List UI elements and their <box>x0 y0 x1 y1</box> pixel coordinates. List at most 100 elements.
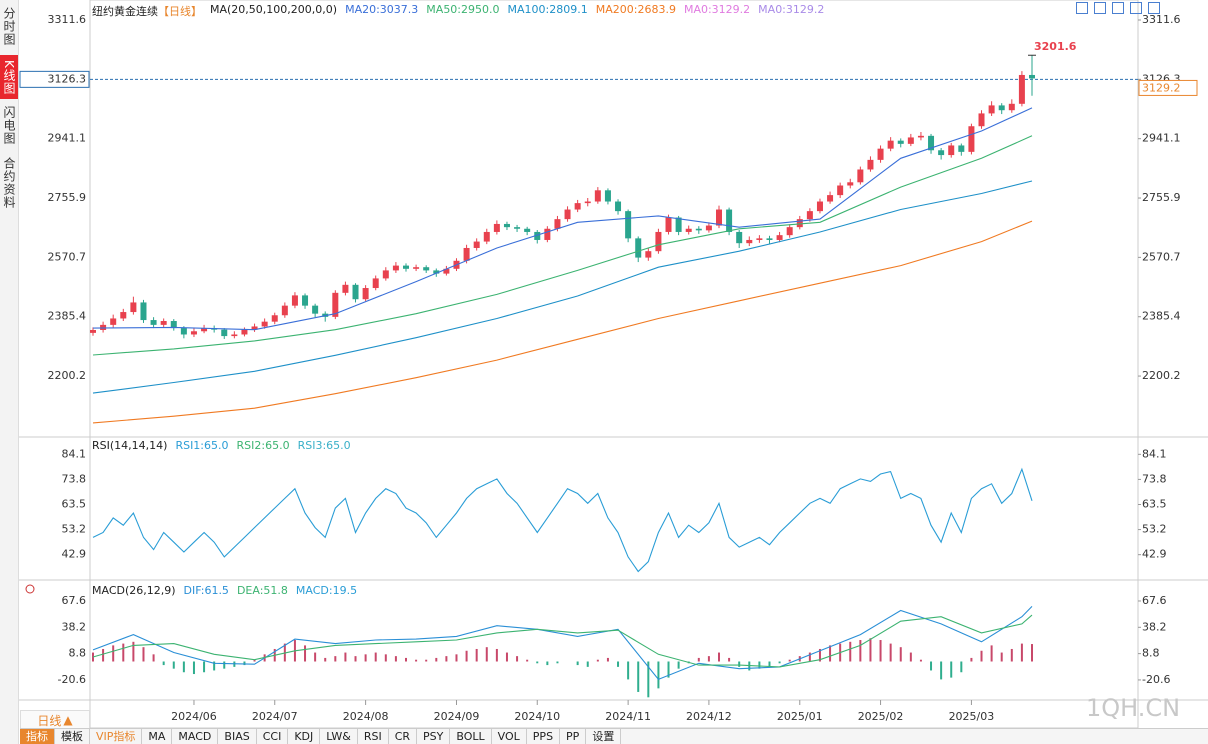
x-tick-label: 2025/02 <box>858 710 904 723</box>
candle-body <box>362 288 369 300</box>
toolbar-item[interactable]: 模板 <box>55 729 90 744</box>
x-tick-label: 2024/06 <box>171 710 217 723</box>
high-label: 3201.6 <box>1034 40 1077 53</box>
candle-body <box>130 302 137 313</box>
y-tick-label: 2570.7 <box>1142 250 1181 263</box>
candle-body <box>493 223 500 232</box>
candle-body <box>403 265 409 269</box>
y-tick-label: 84.1 <box>62 447 87 460</box>
y-tick-label: 38.2 <box>62 620 87 633</box>
candle-body <box>867 159 874 170</box>
y-tick-label: 2941.1 <box>1142 132 1181 145</box>
candle-body <box>473 241 480 248</box>
toolbar-item[interactable]: PP <box>560 729 587 744</box>
candle-body <box>281 305 288 316</box>
toolbar-item[interactable]: VOL <box>492 729 527 744</box>
toolbar-item[interactable]: BIAS <box>218 729 257 744</box>
y-tick-label: 2200.2 <box>48 369 87 382</box>
toolbar-item[interactable]: 指标 <box>20 729 55 744</box>
candle-body <box>352 284 359 300</box>
y-tick-label: -20.6 <box>58 673 86 686</box>
macd-line <box>92 606 1033 681</box>
x-tick-label: 2025/01 <box>777 710 823 723</box>
toolbar-item[interactable]: BOLL <box>450 729 492 744</box>
macd-legend: MACD(26,12,9) DIF:61.5 DEA:51.8 MACD:19.5 <box>92 584 357 597</box>
candle-body <box>392 265 399 271</box>
candle-body <box>221 329 228 337</box>
y-tick-label: 53.2 <box>62 523 87 536</box>
candle-body <box>645 251 652 258</box>
candle-body <box>312 305 319 314</box>
candle-body <box>756 238 763 240</box>
candle-body <box>847 182 854 186</box>
legend-item: MA200:2683.9 <box>595 3 676 16</box>
left-tabs: 分时图 K线图闪电图合约资料 <box>0 0 19 744</box>
indicator: RSI(14,14,14) <box>92 439 168 452</box>
candle-body <box>635 238 642 258</box>
last-price-box <box>1138 79 1198 96</box>
side-tab[interactable]: 闪电图 <box>2 105 16 145</box>
toolbar-item[interactable]: LW& <box>320 729 358 744</box>
y-tick-label: 3311.6 <box>1142 13 1181 26</box>
y-tick-label: 2200.2 <box>1142 369 1181 382</box>
side-tab[interactable]: K线图 <box>0 55 18 99</box>
candle-body <box>100 324 107 330</box>
candle-body <box>564 209 571 220</box>
side-tab[interactable]: 分时图 <box>2 6 16 46</box>
toolbar-item[interactable]: MA <box>142 729 173 744</box>
legend-item: MACD:19.5 <box>295 584 358 597</box>
candle-body <box>726 209 733 232</box>
candle-body <box>423 267 430 271</box>
candle-body <box>241 329 248 335</box>
legend-item: MA0:3129.2 <box>683 3 751 16</box>
side-tab[interactable]: 合约资料 <box>2 157 16 209</box>
candle-body <box>806 211 813 220</box>
legend-item: MA50:2950.0 <box>426 3 500 16</box>
toolbar-item[interactable]: RSI <box>358 729 389 744</box>
candle-body <box>716 209 722 226</box>
candle-body <box>827 195 834 202</box>
candle-body <box>837 185 844 196</box>
toolbar-item[interactable]: PSY <box>417 729 451 744</box>
toolbar-icons[interactable] <box>1076 2 1160 14</box>
candle-body <box>1018 74 1025 104</box>
candle-body <box>907 137 914 144</box>
period-tab[interactable]: 日线 ▲ <box>20 710 90 730</box>
toolbar-item[interactable]: MACD <box>172 729 219 744</box>
candle-body <box>110 318 117 325</box>
candle-body <box>766 238 773 240</box>
y-tick-label: 2385.4 <box>1142 310 1181 323</box>
toolbar-item[interactable]: CCI <box>257 729 289 744</box>
y-tick-label: 2755.9 <box>1142 191 1181 204</box>
candle-body <box>786 227 793 236</box>
toolbar-item[interactable]: CR <box>389 729 418 744</box>
legend-item: RSI1:65.0 <box>175 439 229 452</box>
plot-frame <box>89 0 1139 729</box>
candle-body <box>796 219 803 228</box>
x-tick-label: 2024/10 <box>514 710 560 723</box>
watermark: 1QH.CN <box>1086 694 1181 722</box>
y-tick-label: 53.2 <box>1142 523 1167 536</box>
candle-body <box>968 126 975 152</box>
candle-body <box>978 113 985 127</box>
candle-body <box>665 217 672 232</box>
y-tick-label: 63.5 <box>1142 497 1167 510</box>
y-tick-label: 8.8 <box>1142 647 1160 660</box>
ma-line <box>92 135 1033 356</box>
y-tick-label: 2755.9 <box>48 191 87 204</box>
candle-body <box>120 312 127 319</box>
candle-body <box>554 219 561 229</box>
candle-body <box>615 201 622 212</box>
toolbar-item[interactable]: VIP指标 <box>90 729 143 744</box>
y-tick-label: 2570.7 <box>48 250 87 263</box>
candle-body <box>271 315 278 322</box>
candle-body <box>372 278 379 289</box>
macd-line <box>92 614 1033 668</box>
toolbar-item[interactable]: 设置 <box>586 729 622 744</box>
crosshair-label: 3126.3 <box>48 72 87 85</box>
x-tick-label: 2024/11 <box>605 710 651 723</box>
toolbar-item[interactable]: KDJ <box>288 729 321 744</box>
last-price-label: 3129.2 <box>1142 81 1181 94</box>
candle-body <box>695 228 702 231</box>
toolbar-item[interactable]: PPS <box>527 729 561 744</box>
